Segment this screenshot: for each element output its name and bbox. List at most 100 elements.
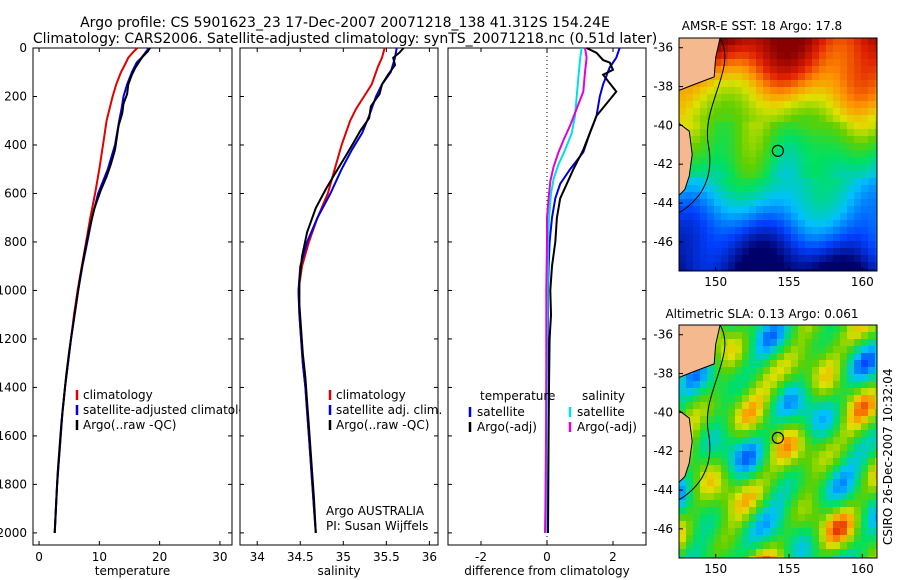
map-cell: [784, 185, 792, 193]
map-cell: [784, 360, 792, 368]
map-cell: [833, 248, 841, 256]
map-cell: [819, 171, 827, 179]
map-cell: [735, 220, 743, 228]
map-cell: [777, 458, 785, 466]
map-cell: [777, 164, 785, 172]
map-cell: [714, 192, 722, 200]
map-cell: [742, 227, 750, 235]
map-cell: [819, 241, 827, 249]
map-cell: [700, 486, 708, 494]
map-cell: [784, 262, 792, 270]
map-cell: [728, 472, 736, 480]
map-cell: [861, 388, 869, 396]
map-y-tick-label: -46: [653, 235, 673, 249]
map-cell: [798, 353, 806, 361]
map-cell: [791, 402, 799, 410]
map-cell: [868, 220, 876, 228]
map-cell: [833, 59, 841, 67]
map-cell: [805, 472, 813, 480]
map-cell: [826, 213, 834, 221]
map-cell: [777, 178, 785, 186]
map-cell: [868, 157, 876, 165]
map-cell: [714, 437, 722, 445]
map-cell: [840, 73, 848, 81]
map-cell: [742, 465, 750, 473]
map-cell: [812, 542, 820, 550]
map-cell: [693, 220, 701, 228]
map-cell: [707, 122, 715, 130]
map-cell: [770, 374, 778, 382]
map-cell: [777, 556, 785, 558]
map-cell: [707, 185, 715, 193]
map-cell: [714, 143, 722, 151]
map-cell: [791, 507, 799, 515]
map-cell: [784, 234, 792, 242]
map-cell: [868, 241, 876, 249]
map-cell: [749, 500, 757, 508]
land-tasmania: [679, 409, 693, 483]
map-cell: [714, 73, 722, 81]
map-cell: [854, 486, 862, 494]
map-cell: [742, 423, 750, 431]
map-cell: [784, 346, 792, 354]
map-cell: [812, 465, 820, 473]
map-cell: [805, 157, 813, 165]
map-cell: [693, 437, 701, 445]
map-cell: [714, 535, 722, 543]
map-cell: [812, 430, 820, 438]
map-cell: [784, 227, 792, 235]
map-cell: [868, 346, 876, 354]
map-cell: [686, 507, 694, 515]
map-cell: [819, 465, 827, 473]
map-cell: [714, 402, 722, 410]
map-cell: [798, 360, 806, 368]
map-cell: [756, 150, 764, 158]
map-cell: [805, 381, 813, 389]
map-cell: [721, 269, 729, 271]
map-cell: [798, 262, 806, 270]
map-cell: [777, 465, 785, 473]
map-cell: [805, 206, 813, 214]
map-cell: [819, 360, 827, 368]
map-cell: [847, 472, 855, 480]
map-cell: [833, 150, 841, 158]
map-cell: [756, 388, 764, 396]
map-cell: [875, 122, 877, 130]
map-cell: [833, 500, 841, 508]
map-cell: [819, 94, 827, 102]
map-cell: [756, 556, 764, 558]
map-cell: [868, 248, 876, 256]
map-cell: [742, 507, 750, 515]
map-cell: [777, 66, 785, 74]
map-cell: [693, 381, 701, 389]
map-cell: [763, 136, 771, 144]
map-cell: [686, 178, 694, 186]
map-cell: [735, 129, 743, 137]
map-cell: [861, 45, 869, 53]
map-cell: [791, 185, 799, 193]
map-cell: [756, 248, 764, 256]
map-cell: [756, 367, 764, 375]
map-cell: [812, 325, 820, 333]
map-cell: [742, 115, 750, 123]
map-cell: [875, 402, 877, 410]
map-cell: [749, 346, 757, 354]
map-cell: [756, 542, 764, 550]
map-cell: [791, 220, 799, 228]
map-cell: [875, 213, 877, 221]
map-cell: [707, 241, 715, 249]
map-cell: [686, 94, 694, 102]
map-cell: [868, 521, 876, 529]
map-cell: [854, 395, 862, 403]
map-cell: [714, 164, 722, 172]
map-cell: [854, 38, 862, 46]
map-cell: [791, 556, 799, 558]
map-cell: [763, 45, 771, 53]
map-cell: [721, 409, 729, 417]
map-cell: [875, 87, 877, 95]
map-cell: [798, 409, 806, 417]
map-cell: [679, 241, 687, 249]
map-cell: [735, 206, 743, 214]
map-cell: [875, 514, 877, 522]
map-cell: [833, 514, 841, 522]
